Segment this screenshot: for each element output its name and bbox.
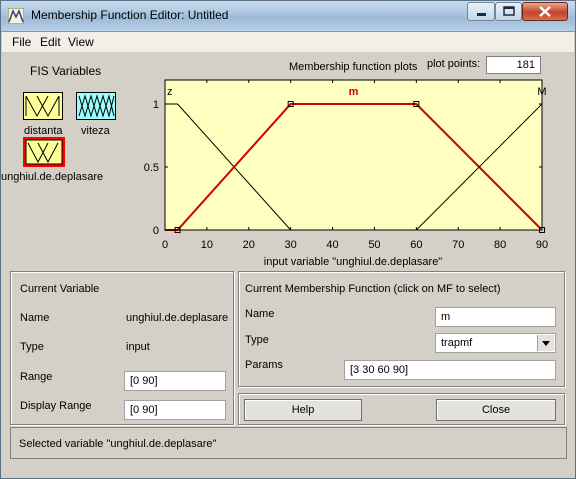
current-variable-panel: Current Variable Name unghiul.de.deplasa… — [10, 271, 234, 425]
mf-vertex-handle[interactable] — [413, 101, 420, 107]
maximize-icon — [503, 6, 515, 16]
var-viteza-label: viteza — [81, 125, 110, 137]
x-tick-label: 30 — [285, 239, 297, 251]
y-tick-label: 0.5 — [144, 162, 159, 174]
current-mf-panel: Current Membership Function (click on MF… — [238, 271, 565, 387]
x-tick-label: 90 — [536, 239, 548, 251]
buttons-panel: Help Close — [238, 393, 565, 425]
x-tick-label: 10 — [201, 239, 213, 251]
mf-vertex-handle[interactable] — [539, 227, 545, 233]
current-variable-title: Current Variable — [20, 283, 100, 295]
display-range-input[interactable]: [0 90] — [124, 400, 226, 420]
menu-bar: File Edit View — [2, 32, 574, 52]
mf-label-m[interactable]: m — [349, 86, 359, 98]
current-mf-title: Current Membership Function (click on MF… — [245, 283, 501, 295]
fis-variables-title: FIS Variables — [30, 64, 102, 78]
status-bar: Selected variable "unghiul.de.deplasare" — [10, 427, 567, 459]
chevron-down-icon — [542, 341, 550, 346]
plot-points-label: plot points: — [427, 58, 481, 70]
mf-label-M[interactable]: M — [537, 86, 546, 98]
window-title: Membership Function Editor: Untitled — [31, 8, 229, 22]
var-unghiul-icon[interactable] — [21, 135, 67, 169]
var-unghiul-label: unghiul.de.deplasare — [1, 171, 104, 183]
mf-type-label: Type — [245, 334, 269, 346]
plot-area[interactable] — [164, 79, 543, 231]
x-tick-label: 70 — [452, 239, 464, 251]
var-type-value: input — [126, 341, 150, 353]
plot-points-input[interactable]: 181 — [486, 56, 541, 74]
menu-view[interactable]: View — [68, 35, 94, 49]
mf-params-label: Params — [245, 359, 283, 371]
minimize-button[interactable] — [467, 2, 495, 21]
x-tick-label: 20 — [243, 239, 255, 251]
mf-vertex-handle[interactable] — [287, 101, 294, 107]
display-range-label: Display Range — [20, 400, 92, 412]
mf-name-input[interactable]: m — [435, 307, 556, 327]
matlab-icon — [8, 8, 24, 24]
close-icon — [539, 6, 551, 17]
mf-name-label: Name — [245, 308, 275, 320]
mf-type-value: trapmf — [441, 337, 473, 349]
x-tick-label: 80 — [494, 239, 506, 251]
y-tick-label: 0 — [153, 225, 159, 237]
mf-label-z[interactable]: z — [167, 86, 173, 98]
x-tick-label: 50 — [368, 239, 380, 251]
mf-curve-M[interactable] — [165, 103, 543, 231]
mf-type-select[interactable]: trapmf — [435, 333, 556, 353]
range-input[interactable]: [0 90] — [124, 371, 226, 391]
var-name-value: unghiul.de.deplasare — [126, 312, 229, 324]
maximize-button[interactable] — [495, 2, 522, 21]
menu-file[interactable]: File — [12, 35, 32, 49]
mf-plots-title: Membership function plots — [289, 61, 418, 73]
x-axis-label: input variable "unghiul.de.deplasare" — [264, 256, 443, 268]
x-tick-label: 40 — [326, 239, 338, 251]
x-tick-label: 0 — [162, 239, 168, 251]
title-bar[interactable]: Membership Function Editor: Untitled — [1, 1, 575, 32]
plot-ticks: 0 10 20 30 40 50 60 70 80 90 0 0.5 1 — [144, 80, 548, 251]
var-viteza-icon[interactable] — [76, 92, 116, 120]
var-name-label: Name — [20, 312, 50, 324]
status-text: Selected variable "unghiul.de.deplasare" — [19, 438, 217, 450]
var-distanta-icon[interactable] — [23, 92, 63, 120]
close-window-button[interactable] — [522, 2, 568, 21]
help-button[interactable]: Help — [244, 399, 362, 421]
y-tick-label: 1 — [153, 99, 159, 111]
var-type-label: Type — [20, 341, 44, 353]
var-distanta-label: distanta — [24, 125, 63, 137]
mf-plot[interactable]: 0 10 20 30 40 50 60 70 80 90 0 0.5 1 z m M input varia… — [1, 1, 576, 271]
minimize-icon — [477, 13, 486, 16]
close-button[interactable]: Close — [436, 399, 556, 421]
x-tick-label: 60 — [410, 239, 422, 251]
range-label: Range — [20, 371, 53, 383]
dropdown-arrow[interactable] — [537, 335, 554, 351]
menu-edit[interactable]: Edit — [40, 35, 61, 49]
mf-params-input[interactable]: [3 30 60 90] — [344, 360, 556, 380]
